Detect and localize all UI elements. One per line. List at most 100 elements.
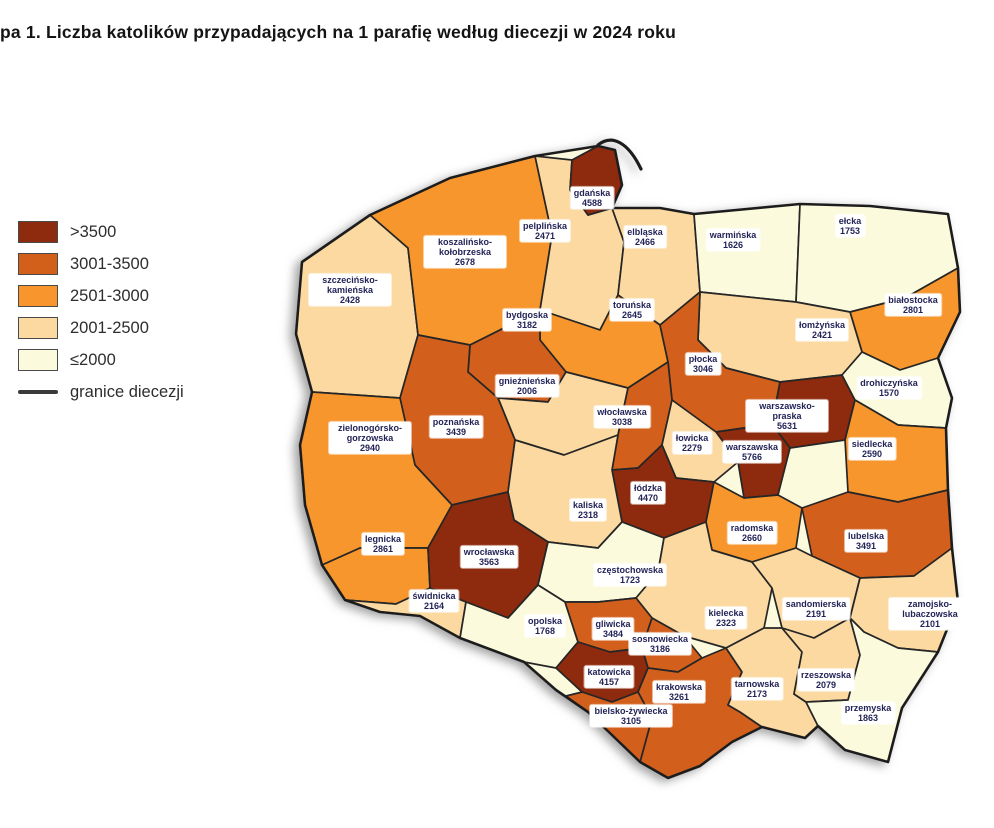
label-zamojsko-lubaczowska: zamojsko-lubaczowska 2101 [889, 597, 971, 631]
diocese-name: ełcka [838, 215, 862, 226]
region-warminska [693, 203, 801, 303]
diocese-name: katowicka [587, 666, 631, 677]
label-radomska: radomska 2660 [727, 521, 777, 545]
legend-row-border: granice diecezji [18, 380, 184, 404]
diocese-name: łowicka [675, 432, 709, 443]
diocese-value: 5631 [776, 421, 798, 432]
label-czestochowska: częstochowska 1723 [593, 563, 667, 587]
diocese-name: legnicka [364, 533, 402, 544]
legend-swatch-3001-3500 [18, 253, 58, 275]
country-outline [294, 144, 962, 780]
label-drohiczynska: drohiczyńska 1570 [857, 376, 921, 400]
diocese-name: kielecka [708, 607, 744, 618]
diocese-name: elbląska [627, 226, 663, 237]
label-lomzynska: łomżyńska 2421 [795, 318, 849, 342]
diocese-name: wrocławska [463, 546, 515, 557]
label-krakowska: krakowska 3261 [652, 680, 706, 704]
label-gdanska: gdańska 4588 [570, 186, 614, 210]
legend: >3500 3001-3500 2501-3000 2001-2500 ≤200… [18, 220, 184, 412]
diocese-value: 3439 [445, 427, 467, 437]
diocese-value: 4470 [637, 493, 659, 503]
diocese-value: 2101 [919, 619, 941, 630]
diocese-name: opolska [527, 615, 563, 626]
diocese-name: sandomierska [785, 598, 847, 609]
legend-row: ≤2000 [18, 348, 184, 372]
legend-label: granice diecezji [70, 382, 184, 401]
diocese-name: zamojsko-lubaczowska [902, 598, 958, 619]
diocese-value: 1768 [534, 626, 556, 636]
diocese-name: poznańska [432, 416, 480, 427]
label-wloclawska: włocławska 3038 [594, 405, 650, 429]
diocese-value: 1570 [878, 388, 900, 398]
diocese-value: 2079 [815, 680, 837, 690]
label-siedlecka: siedlecka 2590 [848, 437, 896, 461]
diocese-name: warszawska [725, 441, 779, 452]
legend-label: 2001-2500 [70, 318, 149, 337]
legend-label: 2501-3000 [70, 286, 149, 305]
diocese-name: łomżyńska [798, 319, 846, 330]
diocese-value: 2421 [811, 330, 833, 340]
label-gnieznienska: gnieźnieńska 2006 [495, 374, 559, 398]
label-poznanska: poznańska 3439 [429, 415, 483, 439]
label-elcka: ełcka 1753 [835, 214, 865, 238]
diocese-value: 4588 [581, 198, 603, 208]
diocese-value: 2323 [715, 618, 737, 628]
diocese-name: zielonogórsko-gorzowska [337, 422, 402, 443]
diocese-value: 2940 [359, 443, 381, 454]
label-bielsko-zywiecka: bielsko-żywiecka 3105 [590, 704, 672, 728]
label-tarnowska: tarnowska 2173 [731, 677, 783, 701]
label-legnicka: legnicka 2861 [361, 532, 405, 556]
label-elblaska: elbląska 2466 [624, 225, 666, 249]
diocese-value: 4157 [598, 677, 620, 687]
label-lowicka: łowicka 2279 [672, 431, 712, 455]
diocese-value: 2173 [746, 689, 768, 699]
figure-title: pa 1. Liczba katolików przypadających na… [0, 22, 676, 42]
label-zielonogorsko-gorzowska: zielonogórsko-gorzowska 2940 [329, 421, 411, 455]
label-torunska: toruńska 2645 [609, 298, 655, 322]
diocese-value: 3484 [602, 629, 624, 639]
diocese-name: przemyska [844, 702, 892, 713]
diocese-value: 3186 [649, 644, 671, 654]
diocese-name: drohiczyńska [860, 377, 918, 388]
legend-row: 3001-3500 [18, 252, 184, 276]
diocese-value: 2318 [577, 510, 599, 520]
label-bydgoska: bydgoska 3182 [502, 308, 552, 332]
diocese-name: toruńska [612, 299, 652, 310]
diocese-value: 2006 [516, 386, 538, 396]
diocese-name: bielsko-żywiecka [594, 705, 668, 716]
label-warszawska: warszawska 5766 [722, 440, 782, 464]
legend-swatch-2001-2500 [18, 317, 58, 339]
diocese-name: świdnicka [412, 590, 456, 601]
label-gliwicka: gliwicka 3484 [592, 617, 634, 641]
diocese-value: 2428 [339, 295, 361, 306]
legend-swatch-gt3500 [18, 221, 58, 243]
label-opolska: opolska 1768 [524, 614, 566, 638]
label-kaliska: kaliska 2318 [569, 498, 607, 522]
label-lubelska: lubelska 3491 [844, 529, 888, 553]
label-koszalinsko-kolobrzeska: koszalińsko-kołobrzeska 2678 [424, 235, 506, 269]
diocese-value: 1626 [722, 240, 744, 250]
diocese-name: warmińska [709, 229, 757, 240]
diocese-value: 2678 [454, 257, 476, 268]
legend-label: 3001-3500 [70, 254, 149, 273]
diocese-name: gliwicka [595, 618, 631, 629]
diocese-value: 1863 [857, 713, 879, 723]
label-przemyska: przemyska 1863 [841, 701, 895, 725]
diocese-name: bydgoska [505, 309, 549, 320]
label-sandomierska: sandomierska 2191 [782, 597, 850, 621]
diocese-name: warszawsko-praska [759, 400, 815, 421]
label-rzeszowska: rzeszowska 2079 [797, 668, 855, 692]
label-szczecinsko-kamienska: szczecińsko-kamieńska 2428 [309, 273, 391, 307]
diocese-name: pelplińska [522, 220, 568, 231]
legend-line-swatch [18, 390, 58, 394]
diocese-value: 2191 [805, 609, 827, 619]
diocese-value: 3563 [478, 557, 500, 567]
label-plocka: płocka 3046 [685, 352, 721, 376]
legend-swatch-2501-3000 [18, 285, 58, 307]
diocese-value: 2801 [902, 305, 924, 315]
diocese-name: kaliska [572, 499, 604, 510]
legend-label: ≤2000 [70, 350, 116, 369]
diocese-name: płocka [688, 353, 718, 364]
